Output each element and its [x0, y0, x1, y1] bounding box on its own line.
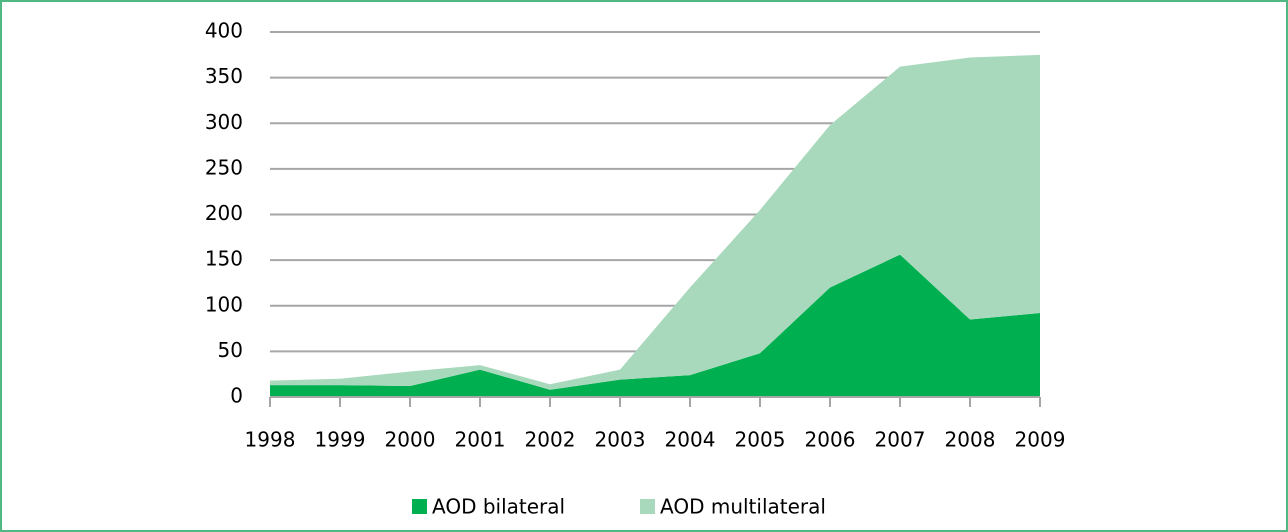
x-tick-label: 2005	[735, 428, 786, 452]
legend-swatch	[640, 499, 655, 514]
y-tick-label: 400	[205, 19, 243, 43]
y-tick-label: 50	[218, 338, 243, 362]
x-tick-label: 2004	[665, 428, 716, 452]
x-tick-label: 2007	[875, 428, 926, 452]
x-tick-label: 1998	[245, 428, 296, 452]
legend-swatch	[412, 499, 427, 514]
x-tick-label: 2006	[805, 428, 856, 452]
y-tick-label: 100	[205, 292, 243, 316]
x-tick-label: 2002	[525, 428, 576, 452]
y-tick-label: 300	[205, 110, 243, 134]
x-tick-label: 2008	[945, 428, 996, 452]
legend-label: AOD multilateral	[660, 495, 826, 519]
x-tick-label: 2000	[385, 428, 436, 452]
x-tick-label: 2009	[1015, 428, 1066, 452]
legend-label: AOD bilateral	[432, 495, 565, 519]
y-tick-label: 200	[205, 201, 243, 225]
y-tick-label: 0	[230, 384, 243, 408]
y-tick-label: 350	[205, 64, 243, 88]
area	[270, 54, 1040, 390]
x-tick-label: 1999	[315, 428, 366, 452]
x-tick-label: 2003	[595, 428, 646, 452]
y-tick-label: 150	[205, 247, 243, 271]
x-tick-label: 2001	[455, 428, 506, 452]
y-tick-label: 250	[205, 155, 243, 179]
area	[270, 254, 1040, 397]
